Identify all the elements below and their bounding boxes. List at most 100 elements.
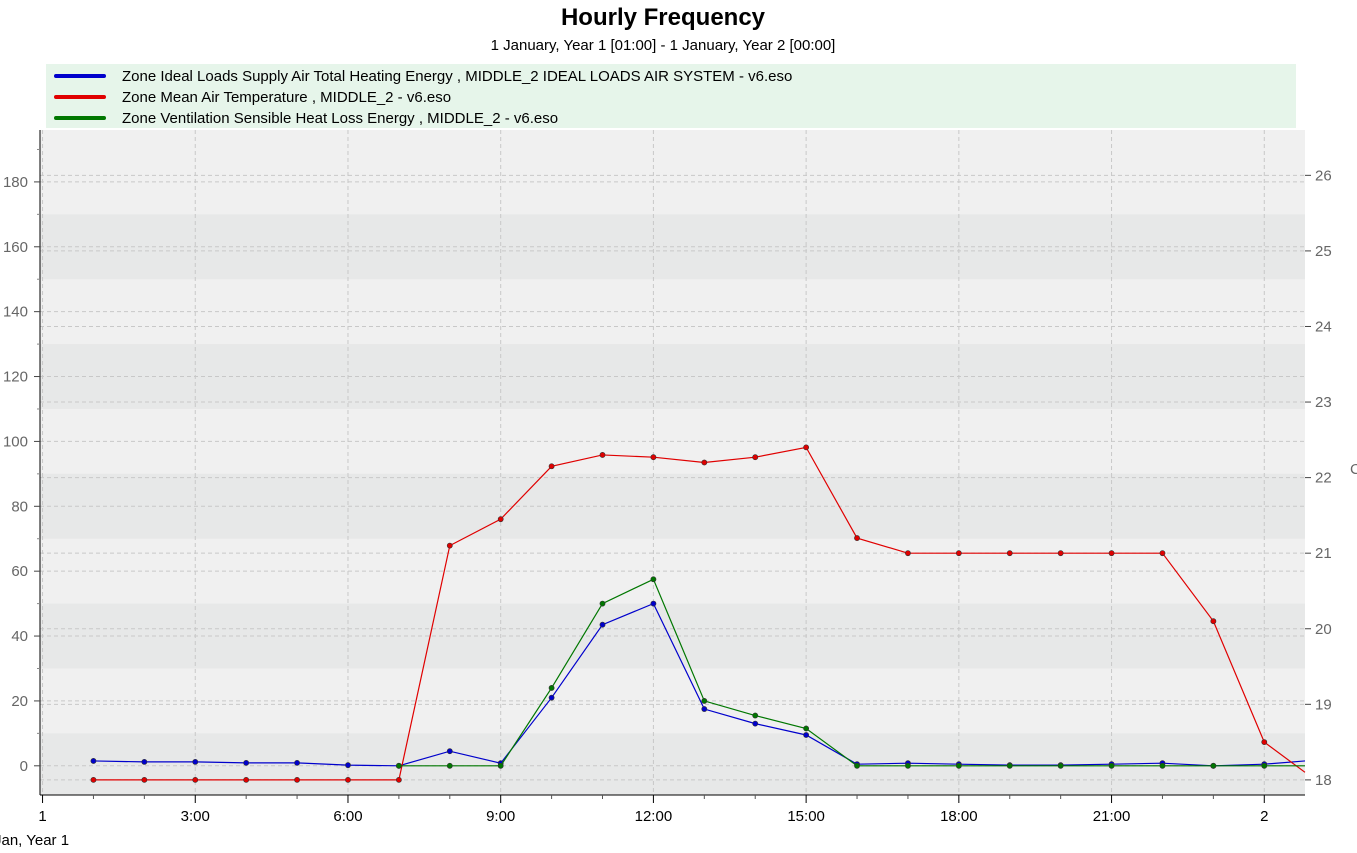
left-tick-label: 20 (11, 693, 28, 710)
right-tick-label: 26 (1315, 167, 1332, 184)
series-point-2 (548, 685, 555, 691)
right-tick-label: 18 (1315, 772, 1332, 789)
chart-subtitle: 1 January, Year 1 [01:00] - 1 January, Y… (491, 37, 836, 54)
right-tick-label: 24 (1315, 318, 1332, 335)
series-point-0 (599, 621, 606, 628)
series-point-1 (803, 444, 810, 451)
axes (39, 130, 1305, 796)
series-point-1 (497, 516, 504, 523)
series-point-0 (803, 732, 810, 738)
legend-box (46, 64, 1296, 128)
series-point-1 (141, 776, 148, 783)
series-point-0 (548, 694, 555, 701)
series-point-1 (395, 776, 402, 783)
series-point-1 (955, 550, 962, 557)
series-point-1 (243, 776, 250, 783)
series-point-0 (650, 600, 657, 607)
right-tick-label: 22 (1315, 470, 1332, 487)
x-tick-label: 21:00 (1093, 808, 1131, 825)
series-point-1 (90, 776, 97, 783)
left-tick-label: 140 (3, 304, 28, 321)
left-tick-label: 160 (3, 239, 28, 256)
left-tick-label: 60 (11, 563, 28, 580)
left-tick-label: 180 (3, 174, 28, 191)
series-point-2 (599, 600, 606, 607)
x-tick-label: 18:00 (940, 808, 978, 825)
series-point-1 (446, 542, 453, 549)
series-point-0 (345, 762, 351, 769)
series-point-1 (650, 454, 657, 461)
series-point-1 (1159, 550, 1166, 557)
series-point-2 (1159, 762, 1166, 769)
left-tick-label: 0 (20, 758, 28, 775)
legend-label: Zone Ventilation Sensible Heat Loss Ener… (122, 110, 558, 127)
series-point-1 (192, 776, 199, 783)
series-point-0 (243, 759, 250, 766)
plot-area (40, 130, 1305, 795)
series-point-0 (701, 706, 708, 712)
series-point-2 (650, 576, 657, 583)
x-tick-label: 2 (1260, 808, 1268, 825)
right-tick-label: 25 (1315, 243, 1332, 260)
series-point-2 (1006, 762, 1013, 769)
series-point-2 (1261, 762, 1268, 769)
series-point-2 (1210, 762, 1217, 769)
left-tick-label: 120 (3, 369, 28, 386)
x-axis-caption: Jan, Year 1 (0, 832, 69, 849)
right-axis-label: C (1350, 461, 1357, 478)
series-point-2 (395, 762, 402, 769)
x-tick-label: 6:00 (333, 808, 362, 825)
left-y-ticks: 0 20 40 60 80 100 120 140 160 180 (3, 148, 40, 775)
series-point-2 (1057, 762, 1064, 769)
series-point-2 (497, 762, 504, 769)
series-group (90, 444, 1306, 783)
series-point-0 (141, 759, 148, 765)
legend: Zone Ideal Loads Supply Air Total Heatin… (46, 64, 1296, 128)
x-ticks: 1 3:00 6:00 9:00 12:00 15:00 18:00 21:00 2 (38, 795, 1268, 825)
series-point-0 (446, 748, 453, 755)
x-tick-label: 15:00 (787, 808, 825, 825)
right-tick-label: 19 (1315, 696, 1332, 713)
series-point-2 (905, 762, 911, 769)
series-point-1 (1006, 550, 1013, 557)
series-point-1 (294, 776, 300, 783)
series-point-0 (752, 720, 759, 727)
series-point-0 (294, 759, 300, 766)
x-tick-label: 1 (38, 808, 46, 825)
right-tick-label: 21 (1315, 545, 1332, 562)
series-point-2 (752, 712, 759, 719)
grid-lines (40, 130, 1305, 795)
series-point-1 (905, 550, 911, 557)
series-point-2 (1108, 762, 1115, 769)
series-point-1 (345, 776, 351, 783)
x-tick-label: 9:00 (486, 808, 515, 825)
series-point-2 (701, 698, 708, 704)
series-point-1 (1210, 618, 1217, 625)
right-tick-label: 20 (1315, 621, 1332, 638)
series-point-2 (955, 762, 962, 769)
series-point-1 (752, 454, 759, 461)
left-tick-label: 40 (11, 628, 28, 645)
right-y-ticks: 18 19 20 21 22 23 24 25 26 (1305, 167, 1332, 789)
series-point-1 (1261, 739, 1268, 746)
series-point-2 (446, 762, 453, 769)
series-point-1 (1057, 550, 1064, 557)
series-point-0 (192, 759, 199, 765)
legend-label: Zone Mean Air Temperature , MIDDLE_2 - v… (122, 89, 451, 106)
left-tick-label: 80 (11, 498, 28, 515)
series-point-1 (548, 463, 555, 470)
right-tick-label: 23 (1315, 394, 1332, 411)
series-point-2 (803, 725, 810, 732)
chart-title: Hourly Frequency (561, 4, 766, 31)
series-point-1 (1108, 550, 1115, 557)
x-tick-label: 3:00 (181, 808, 210, 825)
series-point-1 (854, 535, 860, 541)
series-point-0 (90, 758, 97, 764)
x-tick-label: 12:00 (635, 808, 673, 825)
left-tick-label: 100 (3, 433, 28, 450)
series-point-1 (599, 452, 606, 458)
series-point-1 (701, 459, 708, 466)
series-point-2 (854, 762, 860, 769)
legend-label: Zone Ideal Loads Supply Air Total Heatin… (122, 68, 792, 85)
